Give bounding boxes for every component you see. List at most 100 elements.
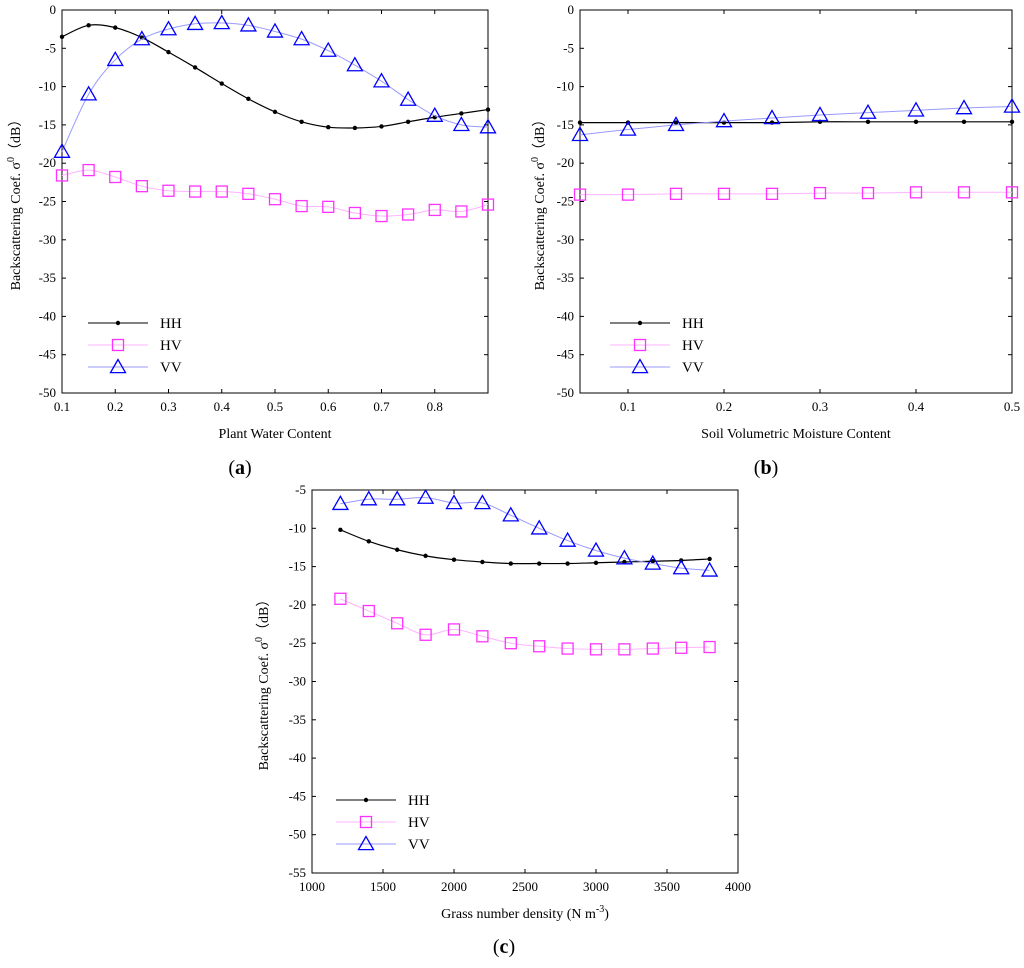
- vv-point-a-11: [346, 56, 364, 72]
- legend-a: HH HV VV: [88, 316, 182, 376]
- legend-c: HH HV VV: [336, 793, 430, 853]
- x-tick-label-a-2: 0.3: [160, 399, 176, 414]
- y-axis-label-text-c: Backscattering Coef. σ: [257, 641, 272, 770]
- vv-point-c-8: [558, 531, 577, 547]
- hv-point-a-legend: [111, 338, 125, 352]
- y-tick-label-c-1: -10: [289, 520, 306, 535]
- hh-point-c-2: [395, 547, 400, 552]
- y-tick-label-a-2: -10: [39, 79, 56, 94]
- chart-panel-b: 0 -5 -10 -15 -20 -25 -30 -35 -40 -45 -50 0.1 0.2 0.3 0…: [530, 2, 1021, 479]
- vv-point-a-1: [80, 85, 98, 101]
- hh-point-c-6: [508, 561, 513, 566]
- x-tick-label-b-1: 0.2: [716, 399, 732, 414]
- y-tick-label-a-8: -40: [39, 308, 56, 323]
- hv-point-c-2: [391, 617, 404, 630]
- vv-point-c-4: [445, 494, 463, 510]
- hv-point-a-4: [162, 184, 175, 197]
- x-tick-label-c-0: 1000: [299, 879, 325, 894]
- vv-point-c-12: [672, 559, 690, 575]
- hv-point-a-7: [242, 187, 255, 200]
- y-tick-label-b-9: -45: [557, 347, 574, 362]
- hv-point-b-5: [813, 186, 827, 200]
- x-axis-label-b: Soil Volumetric Moisture Content: [701, 427, 891, 442]
- hv-point-c-3: [419, 628, 432, 641]
- vv-point-b-3: [715, 112, 733, 128]
- panel-label-letter-c: c: [500, 936, 509, 958]
- hv-point-c-9: [589, 643, 603, 656]
- legend-label-hh-b: HH: [682, 316, 704, 332]
- panel-label-open-c: (: [493, 936, 500, 958]
- hh-point-c-7: [537, 561, 542, 566]
- hh-point-a-8: [272, 109, 278, 115]
- hv-point-a-14: [428, 203, 441, 217]
- vv-point-c-10: [615, 549, 634, 565]
- x-tick-label-c-4: 3000: [583, 879, 609, 894]
- hv-point-c-1: [362, 604, 375, 618]
- hh-point-a-legend: [115, 320, 121, 326]
- vv-point-c-7: [530, 519, 548, 535]
- y-tick-label-b-7: -35: [557, 270, 574, 285]
- x-axis-label-c: Grass number density (N m-3): [441, 904, 609, 922]
- hv-point-c-5: [476, 630, 489, 643]
- vv-point-c-11: [644, 554, 662, 570]
- plot-frame-b: [579, 9, 1013, 394]
- y-tick-label-b-10: -50: [557, 385, 574, 400]
- y-tick-label-b-8: -40: [557, 308, 574, 323]
- hh-point-a-4: [166, 49, 171, 55]
- hv-point-b-3: [717, 187, 731, 200]
- y-tick-label-c-7: -40: [289, 750, 306, 765]
- hv-point-b-1: [621, 188, 635, 201]
- legend-b: HH HV VV: [610, 316, 704, 376]
- hh-point-c-0: [338, 527, 343, 533]
- hh-point-a-1: [86, 23, 91, 28]
- vv-point-c-2: [388, 490, 406, 506]
- series-line-hv-b: [579, 191, 1012, 196]
- hh-point-c-13: [707, 556, 712, 562]
- plot-frame-a: [61, 9, 489, 394]
- hh-point-c-10: [622, 559, 627, 565]
- y-tick-label-c-3: -20: [289, 597, 306, 612]
- panel-label-a: (a): [228, 457, 251, 479]
- x-axis-label-text-c: Grass number density (N m: [441, 907, 596, 922]
- hv-point-a-2: [109, 170, 122, 184]
- y-tick-label-a-0: 0: [50, 2, 57, 17]
- hh-point-a-12: [379, 124, 384, 129]
- vv-point-a-14: [426, 106, 444, 122]
- hv-point-a-6: [215, 185, 228, 198]
- vv-point-a-5: [186, 14, 204, 31]
- series-hh-b: [577, 119, 1015, 125]
- x-tick-label-a-4: 0.5: [267, 399, 283, 414]
- hh-point-b-7: [913, 119, 919, 125]
- series-line-hv-c: [340, 598, 710, 650]
- vv-point-b-7: [907, 101, 925, 117]
- legend-label-vv-b: VV: [682, 360, 704, 376]
- y-tick-label-c-4: -25: [289, 635, 306, 650]
- hv-point-a-12: [375, 209, 388, 223]
- y-axis-label-sup-a: 0: [6, 157, 17, 162]
- hv-point-c-4: [447, 623, 461, 636]
- y-tick-label-b-4: -20: [557, 155, 574, 170]
- vv-point-c-3: [416, 488, 435, 504]
- vv-point-c-9: [587, 541, 605, 557]
- x-axis-label-sup-c: -3: [596, 904, 604, 915]
- legend-label-hh-c: HH: [408, 793, 430, 809]
- series-line-vv-b: [579, 106, 1013, 136]
- x-tick-label-b-3: 0.4: [908, 399, 925, 414]
- hv-point-a-9: [295, 199, 308, 213]
- y-tick-label-a-9: -45: [39, 347, 56, 362]
- vv-point-a-2: [106, 50, 124, 67]
- hv-point-a-10: [322, 200, 335, 214]
- y-axis-label-b: Backscattering Coef. σ0（dB）: [530, 113, 548, 291]
- vv-point-a-legend: [109, 358, 127, 374]
- panel-label-letter-b: b: [760, 457, 771, 479]
- y-tick-label-b-0: 0: [568, 2, 575, 17]
- x-tick-label-c-5: 3500: [654, 879, 680, 894]
- hv-point-a-0: [55, 169, 69, 182]
- x-axis-label-text-a: Plant Water Content: [219, 427, 332, 442]
- y-tick-label-a-7: -35: [39, 270, 56, 285]
- hh-point-a-5: [192, 65, 198, 70]
- y-axis-label-text-b: Backscattering Coef. σ: [533, 161, 548, 290]
- y-tick-label-a-1: -5: [45, 40, 56, 55]
- vv-point-b-8: [955, 99, 973, 115]
